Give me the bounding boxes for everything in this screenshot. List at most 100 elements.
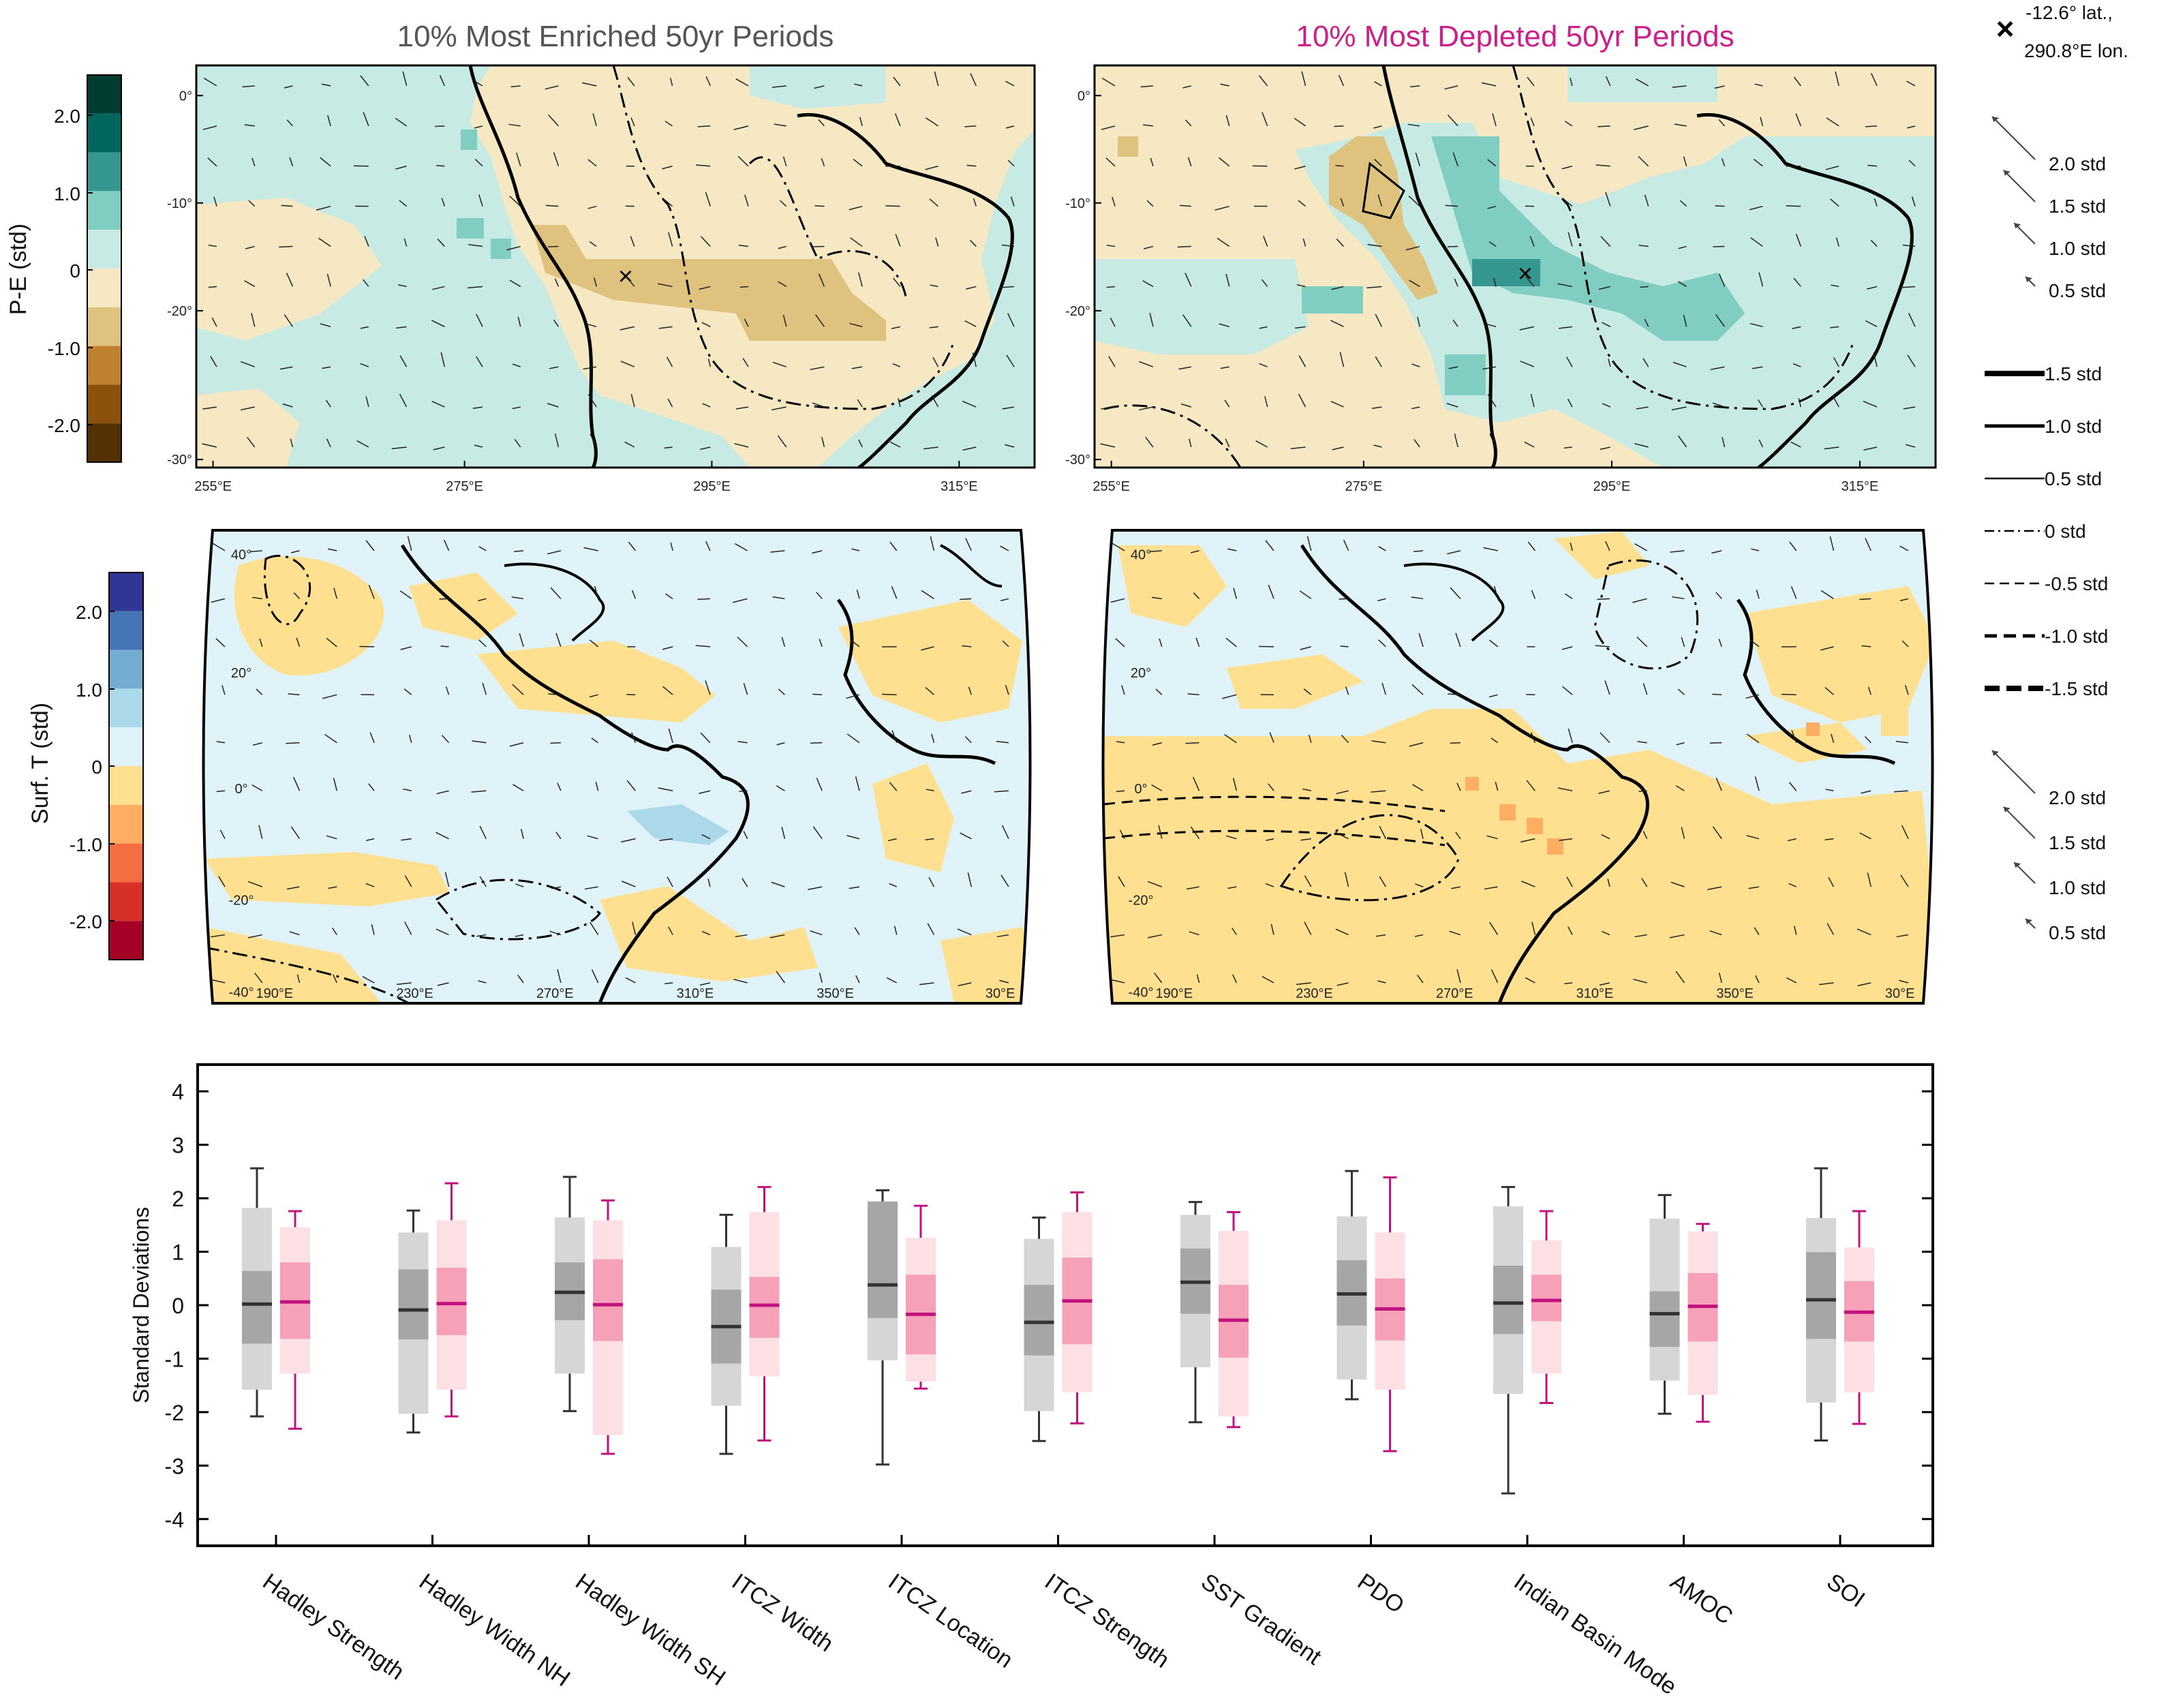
wind-arrow <box>1154 973 1163 983</box>
wind-arrow <box>1331 286 1344 290</box>
boxplot-chart: Standard Deviations 4 3 2 1 0 -1 -2 -3 -4 Hadley… <box>129 1063 1934 1700</box>
lat-tick-label: 0° <box>1134 782 1147 797</box>
wind-arrow <box>1712 402 1725 408</box>
line-legend: 1.5 std 1.0 std 0.5 std 0 std -0.5 std -1.0 s… <box>1985 363 2108 699</box>
wind-arrow <box>1345 686 1349 695</box>
wind-arrow <box>1824 687 1834 695</box>
wind-arrow <box>1711 550 1722 554</box>
wind-arrow <box>964 320 977 327</box>
wind-arrow <box>1681 827 1685 839</box>
wind-arrow <box>778 281 787 288</box>
wind-arrow <box>1675 971 1685 983</box>
wind-arrow <box>240 361 255 367</box>
wind-arrow <box>1829 536 1835 551</box>
wind-arrow <box>245 245 255 249</box>
lon-tick-label: 270°E <box>1436 986 1473 1001</box>
line-legend-label: -1.5 std <box>2045 678 2108 699</box>
wind-arrow <box>1486 835 1498 840</box>
wind-arrow <box>1487 394 1497 408</box>
wind-arrow <box>213 196 217 207</box>
wind-arrow <box>1375 314 1383 327</box>
wind-arrow <box>1268 584 1274 599</box>
wind-arrow <box>1336 238 1344 247</box>
wind-arrow <box>1225 115 1230 127</box>
line-legend-label: -0.5 std <box>2045 573 2108 594</box>
wind-arrow <box>701 322 711 328</box>
wind-arrow <box>1332 446 1344 451</box>
wind-arrow <box>553 320 560 327</box>
wind-arrow <box>590 433 597 448</box>
wind-arrow <box>851 366 863 369</box>
wind-arrow <box>1863 446 1878 451</box>
wind-arrow <box>1371 740 1386 744</box>
wind-arrow <box>1527 541 1535 551</box>
wind-arrow <box>1567 398 1573 408</box>
wind-arrow <box>547 550 562 555</box>
wind-arrow <box>433 446 445 451</box>
wind-arrow <box>403 238 408 247</box>
wind-arrow <box>510 85 521 88</box>
wind-arrow <box>771 85 786 88</box>
wind-arrow <box>1341 735 1349 744</box>
wind-arrow <box>815 314 825 327</box>
wind-arrow <box>1830 326 1839 329</box>
wind-arrow <box>1456 969 1461 983</box>
wind-arrow <box>396 982 412 986</box>
colorbar-swatch <box>87 269 121 307</box>
wind-arrow <box>545 85 559 90</box>
wind-arrow <box>1865 125 1878 127</box>
boxes <box>242 1167 1874 1495</box>
wind-arrow <box>591 737 599 744</box>
wind-arrow <box>1294 166 1306 170</box>
arrow-legend-top: 2.0 std 1.5 std 1.0 std 0.5 std <box>1991 116 2106 301</box>
wind-arrow <box>324 733 337 744</box>
wind-arrow <box>858 272 863 287</box>
wind-arrow <box>1865 320 1878 327</box>
wind-arrow <box>846 733 860 744</box>
wind-arrow <box>889 883 898 887</box>
wind-arrow <box>969 239 977 247</box>
wind-arrow <box>1484 323 1497 328</box>
arrow-legend-label: 1.5 std <box>2049 196 2106 217</box>
wind-arrow <box>1707 886 1722 890</box>
wind-arrow <box>247 934 262 939</box>
wind-arrow <box>735 543 748 551</box>
wind-arrow <box>202 125 217 130</box>
wind-arrow <box>700 446 711 451</box>
wind-arrow <box>360 363 369 367</box>
box-inner <box>1531 1275 1561 1322</box>
wind-arrow <box>1145 437 1154 448</box>
wind-arrow <box>1715 592 1722 599</box>
wind-arrow <box>934 71 939 87</box>
wind-arrow <box>1820 590 1834 600</box>
colorbar-tick-label: -1.0 <box>48 338 80 359</box>
colorbar-swatch <box>87 423 121 462</box>
wind-arrow <box>368 584 375 599</box>
wind-arrow <box>1907 354 1916 367</box>
wind-arrow <box>1006 354 1015 367</box>
wind-arrow <box>964 736 972 744</box>
wind-arrow <box>1483 547 1498 551</box>
wind-arrow <box>962 645 972 647</box>
wind-arrow <box>548 693 561 696</box>
wind-arrow <box>1232 928 1237 935</box>
lat-tick-label: 40° <box>231 548 251 563</box>
wind-arrow <box>211 598 226 603</box>
wind-arrow <box>478 194 483 207</box>
wind-arrow <box>396 326 407 329</box>
wind-arrow <box>516 152 521 166</box>
wind-arrow <box>333 778 338 791</box>
wind-arrow <box>921 646 934 651</box>
wind-arrow <box>734 443 749 448</box>
wind-arrow <box>1856 928 1871 936</box>
wind-arrow <box>1674 123 1687 127</box>
wind-arrow <box>517 316 521 327</box>
wind-arrow <box>1101 406 1116 410</box>
wind-arrow <box>1420 829 1424 839</box>
category-label: PDO <box>1353 1568 1409 1618</box>
wind-arrow <box>1641 878 1648 887</box>
category-label: ITCZ Strength <box>1040 1568 1174 1673</box>
wind-arrow <box>1366 286 1382 289</box>
arrow-legend-label: 0.5 std <box>2049 922 2106 943</box>
wind-arrow <box>1300 838 1311 841</box>
